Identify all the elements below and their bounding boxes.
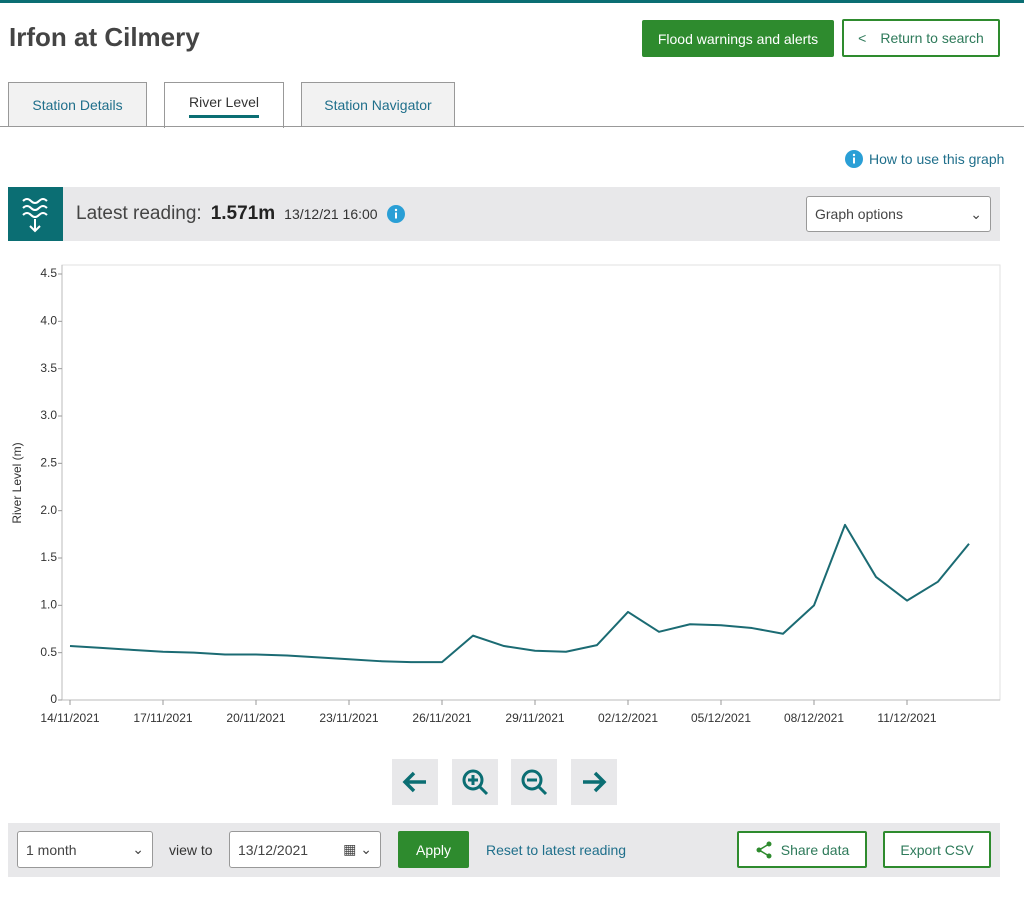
- y-tick-label: 3.0: [40, 408, 57, 422]
- x-tick-label: 20/11/2021: [226, 711, 285, 725]
- y-tick-label: 0: [50, 692, 57, 706]
- chart: 0 0.5 1.0 1.5 2.0 2.5 3.0 3.5 4.0 4.5 14/11/2021 17…: [10, 264, 1001, 725]
- y-tick-label: 0.5: [40, 645, 57, 659]
- reset-link[interactable]: Reset to latest reading: [486, 842, 627, 858]
- date-input[interactable]: 13/12/2021 ▦ ⌄: [229, 831, 381, 868]
- help-label: How to use this graph: [869, 151, 1005, 167]
- pan-right[interactable]: [571, 759, 617, 805]
- y-axis-label: River Level (m): [10, 442, 24, 523]
- tab[interactable]: Station Navigator: [301, 82, 455, 127]
- zoom-in-icon: [462, 769, 489, 796]
- share-label: Share data: [780, 841, 850, 858]
- date-value: 13/12/2021: [238, 841, 309, 858]
- plot-area: [61, 264, 1001, 701]
- y-tick-label: 1.5: [40, 550, 57, 564]
- y-tick-label: 3.5: [40, 361, 57, 375]
- top-bar: [0, 0, 1024, 3]
- period-select[interactable]: 1 month ⌄: [17, 831, 153, 868]
- chevron-icon: <: [858, 30, 867, 46]
- y-tick-label: 4.0: [40, 314, 57, 328]
- reading-bar: Latest reading: 1.571m 13/12/21 16:00 Gr…: [8, 187, 1000, 241]
- zoom-out-icon: [521, 769, 548, 796]
- calendar-icon: ▦ ⌄: [343, 841, 372, 857]
- graph-options[interactable]: Graph options ⌄: [806, 196, 991, 232]
- dropdown-arrow: ⌄: [132, 841, 144, 857]
- info-icon: [845, 150, 863, 168]
- return-button[interactable]: < Return to search: [842, 19, 1000, 57]
- return-label: Return to search: [880, 30, 984, 46]
- zoom-in[interactable]: [452, 759, 498, 805]
- x-tick-label: 23/11/2021: [319, 711, 378, 725]
- river-level-line: [69, 523, 970, 664]
- y-tick-label: 4.5: [40, 266, 57, 280]
- tab-label: Station Navigator: [324, 97, 432, 113]
- arrow-left-icon: [402, 771, 426, 793]
- dropdown-arrow: ⌄: [970, 205, 982, 222]
- x-tick-label: 05/12/2021: [691, 711, 751, 725]
- arrow-right-icon: [583, 771, 607, 793]
- tab-active[interactable]: River Level: [164, 82, 284, 128]
- help-link[interactable]: How to use this graph: [845, 150, 1004, 168]
- x-tick-label: 08/12/2021: [784, 711, 844, 725]
- x-tick-label: 02/12/2021: [598, 711, 658, 725]
- zoom-out[interactable]: [511, 759, 557, 805]
- tab-divider: [0, 126, 1024, 127]
- reading-value: 1.571m: [210, 203, 276, 224]
- reading-time: 13/12/21 16:00: [284, 206, 378, 222]
- x-tick-label: 11/12/2021: [877, 711, 936, 725]
- share-button[interactable]: Share data: [737, 831, 867, 868]
- apply-button[interactable]: Apply: [398, 831, 469, 868]
- tab[interactable]: Station Details: [8, 82, 147, 127]
- export-button[interactable]: Export CSV: [883, 831, 991, 868]
- x-tick-label: 17/11/2021: [133, 711, 192, 725]
- flood-button[interactable]: Flood warnings and alerts: [642, 20, 834, 57]
- tab-label: Station Details: [32, 97, 123, 113]
- x-tick-label: 29/11/2021: [505, 711, 564, 725]
- x-tick-label: 26/11/2021: [412, 711, 471, 725]
- controls-bar: 1 month ⌄ view to 13/12/2021 ▦ ⌄ Apply Res…: [8, 823, 1000, 877]
- water-icon: [8, 187, 63, 241]
- period-label: 1 month: [26, 841, 77, 858]
- y-tick-label: 1.0: [40, 598, 57, 612]
- x-tick-label: 14/11/2021: [40, 711, 99, 725]
- info-icon[interactable]: [386, 205, 405, 223]
- share-icon: [756, 841, 772, 858]
- view-to-label: view to: [169, 842, 213, 858]
- pan-left[interactable]: [392, 759, 438, 805]
- y-tick-label: 2.5: [40, 456, 57, 470]
- options-label: Graph options: [815, 206, 903, 222]
- y-tick-label: 2.0: [40, 503, 57, 517]
- page-title: Irfon at Cilmery: [9, 22, 200, 52]
- tab-label: River Level: [188, 94, 260, 118]
- reading-label: Latest reading:: [76, 203, 202, 224]
